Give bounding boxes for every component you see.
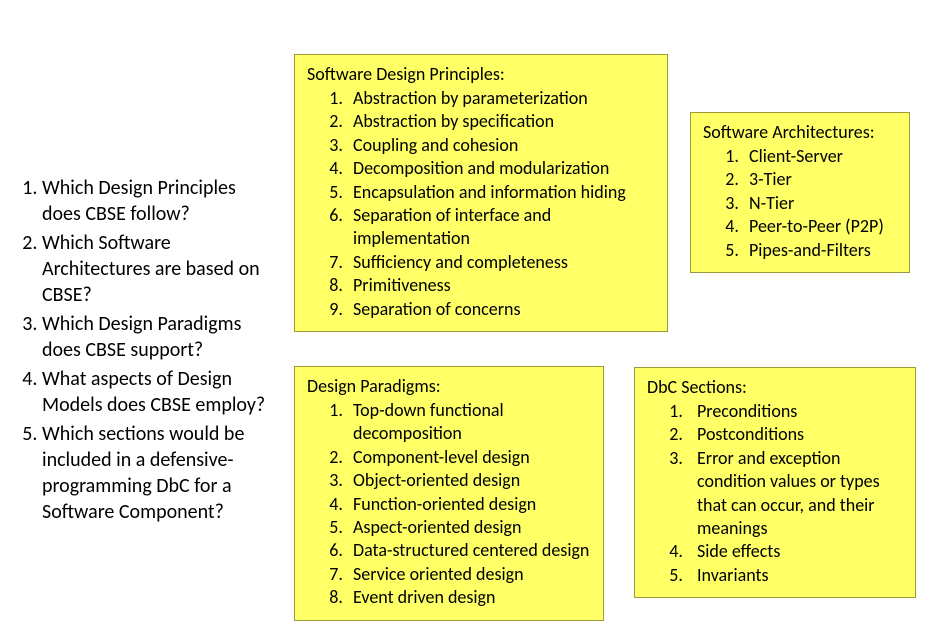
list-item: Abstraction by specification — [347, 110, 655, 133]
list-item: Abstraction by parameterization — [347, 87, 655, 110]
list-item: Primitiveness — [347, 274, 655, 297]
paradigms-list: Top-down functional decomposition Compon… — [307, 399, 591, 610]
list-item: Coupling and cohesion — [347, 134, 655, 157]
list-item: Top-down functional decomposition — [347, 399, 591, 446]
box-title: DbC Sections: — [647, 376, 903, 398]
list-item: Service oriented design — [347, 563, 591, 586]
list-item: Function-oriented design — [347, 493, 591, 516]
list-item: N-Tier — [743, 192, 897, 215]
software-architectures-box: Software Architectures: Client-Server 3-… — [690, 112, 910, 273]
architectures-list: Client-Server 3-Tier N-Tier Peer-to-Peer… — [703, 145, 897, 262]
box-title: Software Design Principles: — [307, 63, 655, 85]
dbc-list: Preconditions Postconditions Error and e… — [647, 400, 903, 587]
questions-list: Which Design Principles does CBSE follow… — [16, 175, 271, 525]
list-item: Side effects — [687, 540, 903, 563]
principles-list: Abstraction by parameterization Abstract… — [307, 87, 655, 321]
list-item: Encapsulation and information hiding — [347, 181, 655, 204]
list-item: Error and exception condition values or … — [687, 447, 903, 541]
list-item: Sufficiency and completeness — [347, 251, 655, 274]
list-item: Invariants — [687, 564, 903, 587]
questions-panel: Which Design Principles does CBSE follow… — [16, 175, 271, 528]
list-item: Event driven design — [347, 586, 591, 609]
question-item: Which sections would be included in a de… — [42, 421, 271, 525]
design-paradigms-box: Design Paradigms: Top-down functional de… — [294, 366, 604, 621]
box-title: Software Architectures: — [703, 121, 897, 143]
question-item: Which Software Architectures are based o… — [42, 230, 271, 308]
list-item: Postconditions — [687, 423, 903, 446]
list-item: Data-structured centered design — [347, 539, 591, 562]
question-item: What aspects of Design Models does CBSE … — [42, 366, 271, 418]
list-item: Aspect-oriented design — [347, 516, 591, 539]
list-item: Object-oriented design — [347, 469, 591, 492]
list-item: Separation of concerns — [347, 298, 655, 321]
list-item: Pipes-and-Filters — [743, 239, 897, 262]
question-item: Which Design Paradigms does CBSE support… — [42, 311, 271, 363]
dbc-sections-box: DbC Sections: Preconditions Postconditio… — [634, 367, 916, 598]
list-item: Separation of interface and implementati… — [347, 204, 655, 251]
list-item: Decomposition and modularization — [347, 157, 655, 180]
list-item: Preconditions — [687, 400, 903, 423]
question-item: Which Design Principles does CBSE follow… — [42, 175, 271, 227]
list-item: Peer-to-Peer (P2P) — [743, 215, 897, 238]
list-item: 3-Tier — [743, 168, 897, 191]
list-item: Component-level design — [347, 446, 591, 469]
box-title: Design Paradigms: — [307, 375, 591, 397]
design-principles-box: Software Design Principles: Abstraction … — [294, 54, 668, 332]
list-item: Client-Server — [743, 145, 897, 168]
